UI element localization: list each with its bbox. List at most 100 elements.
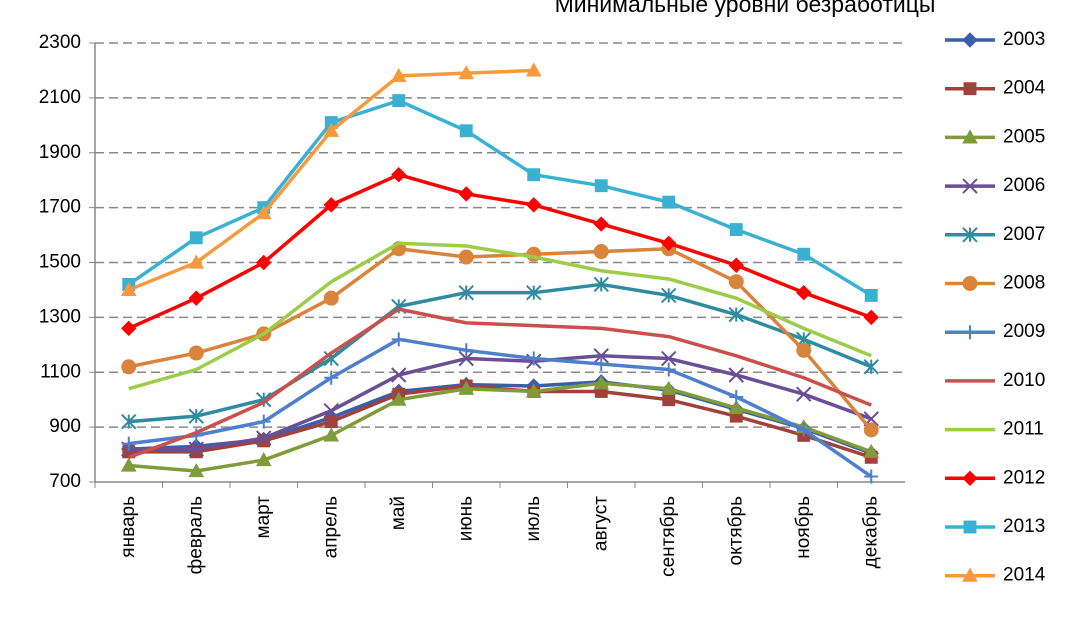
series-line (128, 241, 872, 391)
y-tick-label: 1900 (39, 142, 81, 163)
marker (188, 290, 204, 306)
y-tick-label: 700 (49, 471, 81, 492)
marker (962, 178, 978, 194)
marker (728, 367, 744, 383)
y-tick-label: 1100 (40, 361, 81, 382)
series-line (128, 307, 872, 459)
marker (459, 124, 473, 138)
series-line (128, 247, 873, 432)
legend-label: 2004 (1003, 78, 1046, 99)
marker (525, 383, 542, 398)
marker (963, 520, 977, 534)
x-tick-label: ноябрь (793, 496, 814, 559)
marker (728, 257, 744, 273)
marker (728, 399, 745, 415)
x-tick-label: декабрь (860, 496, 881, 568)
y-tick-label: 1500 (39, 252, 81, 273)
legend-label: 2008 (1003, 273, 1045, 294)
marker (661, 362, 676, 377)
marker (323, 197, 339, 213)
marker (526, 284, 542, 301)
marker (256, 414, 271, 429)
marker (121, 436, 136, 451)
marker (527, 168, 541, 182)
chart-title: Минимальные уровни безработицы (555, 0, 936, 17)
marker (458, 350, 474, 367)
marker (189, 445, 203, 459)
marker (188, 462, 205, 478)
marker (120, 281, 137, 297)
marker (662, 195, 676, 209)
marker (324, 415, 338, 429)
marker (120, 457, 137, 472)
x-tick-label: февраль (185, 496, 206, 575)
marker (594, 179, 608, 193)
x-tick-label: июнь (455, 496, 476, 541)
legend-label: 2011 (1003, 419, 1044, 440)
marker (189, 231, 203, 245)
marker (593, 348, 609, 364)
x-tick-label: июль (523, 496, 544, 542)
marker (660, 380, 677, 395)
marker (864, 469, 879, 484)
series-line (128, 282, 872, 424)
y-tick-label: 2100 (39, 87, 81, 108)
marker (458, 249, 474, 265)
marker (963, 325, 977, 340)
series-line (127, 98, 873, 297)
marker (962, 129, 978, 144)
x-tick-label: октябрь (725, 496, 746, 566)
legend-label: 2013 (1003, 516, 1045, 537)
legend-label: 2006 (1003, 175, 1045, 196)
marker (526, 351, 541, 366)
legend-label: 2003 (1003, 29, 1045, 50)
marker (390, 391, 407, 406)
marker (593, 276, 609, 293)
x-tick-label: апрель (320, 496, 341, 558)
marker (526, 197, 542, 213)
legend-label: 2009 (1003, 321, 1045, 342)
marker (962, 567, 978, 582)
marker (459, 343, 474, 358)
series-line (128, 337, 873, 478)
marker (593, 375, 610, 390)
marker (323, 290, 339, 306)
marker (729, 389, 744, 404)
y-tick-label: 1700 (39, 197, 81, 218)
marker (661, 235, 677, 252)
marker (121, 320, 137, 337)
marker (188, 408, 204, 424)
marker (458, 284, 474, 301)
marker (256, 430, 272, 446)
marker (121, 359, 137, 375)
marker (255, 452, 272, 467)
marker (391, 166, 407, 183)
marker (323, 122, 340, 137)
legend-label: 2010 (1003, 370, 1045, 391)
x-tick-label: январь (118, 496, 139, 558)
marker (863, 359, 879, 375)
marker (593, 216, 609, 232)
marker (661, 350, 677, 367)
legend-label: 2005 (1003, 126, 1045, 147)
marker (796, 284, 812, 301)
marker (864, 288, 878, 302)
x-tick-label: май (388, 496, 409, 530)
marker (391, 332, 406, 347)
marker (796, 386, 812, 402)
x-tick-label: август (590, 496, 611, 551)
marker (458, 380, 475, 395)
marker (256, 254, 272, 271)
marker (392, 94, 406, 108)
marker (323, 427, 340, 442)
marker (188, 254, 205, 269)
marker (121, 413, 137, 430)
marker (391, 367, 407, 383)
marker (729, 223, 743, 237)
marker (962, 227, 978, 243)
x-tick-label: сентябрь (658, 496, 679, 577)
marker (728, 274, 744, 290)
x-tick-label: март (253, 496, 274, 539)
